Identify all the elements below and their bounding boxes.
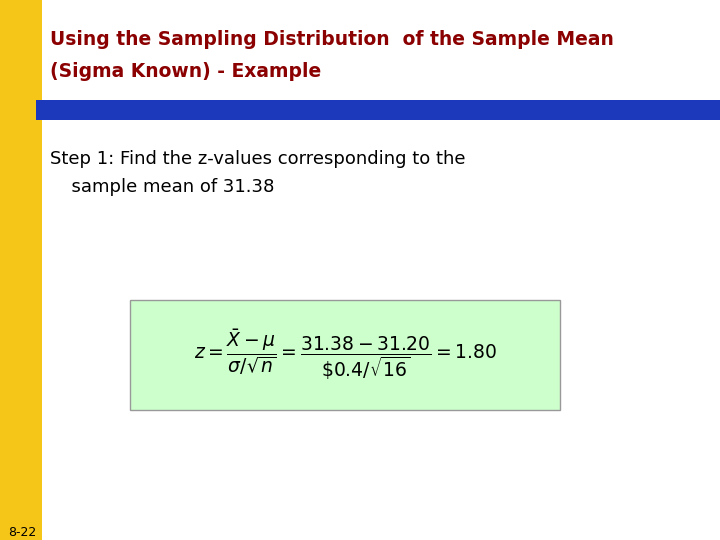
Text: Using the Sampling Distribution  of the Sample Mean: Using the Sampling Distribution of the S… [50, 30, 614, 49]
Bar [0, 0, 42, 540]
Bar [130, 300, 560, 410]
Bar [36, 100, 720, 120]
Text: (Sigma Known) - Example: (Sigma Known) - Example [50, 62, 321, 81]
Text: 8-22: 8-22 [8, 526, 36, 539]
Text: $z = \dfrac{\bar{X}-\mu}{\sigma/\sqrt{n}} = \dfrac{31.38-31.20}{\$0.4/\sqrt{16}}: $z = \dfrac{\bar{X}-\mu}{\sigma/\sqrt{n}… [194, 328, 496, 382]
FancyBboxPatch shape [42, 18, 662, 113]
Text: Step 1: Find the z-values corresponding to the: Step 1: Find the z-values corresponding … [50, 150, 466, 168]
Text: sample mean of 31.38: sample mean of 31.38 [60, 178, 274, 196]
